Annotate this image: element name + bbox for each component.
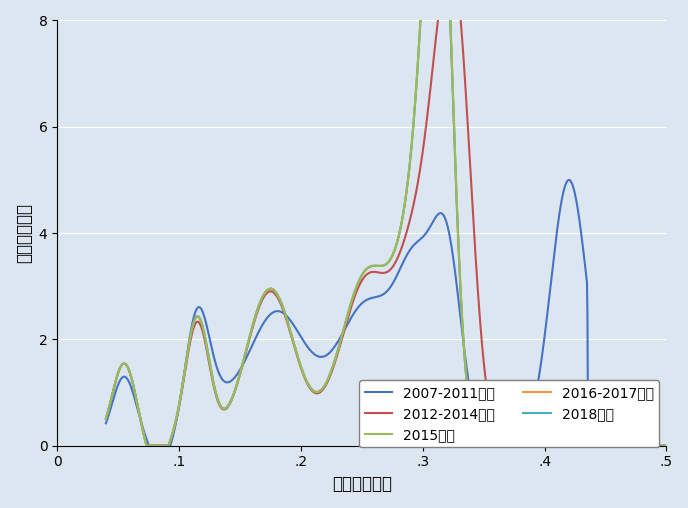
2015年度	[182, 362, 190, 368]
2016-2017年度	[406, 155, 414, 162]
Line: 2007-2011年度: 2007-2011年度	[106, 180, 667, 446]
2018年度	[474, 435, 482, 441]
2012-2014年度	[508, 442, 517, 449]
2012-2014年度	[663, 442, 671, 449]
2016-2017年度	[663, 442, 671, 449]
Line: 2015年度: 2015年度	[106, 0, 667, 446]
2007-2011年度	[534, 381, 542, 387]
2016-2017年度	[142, 442, 151, 449]
2016-2017年度	[474, 435, 482, 441]
2012-2014年度	[435, 9, 443, 15]
2015年度	[102, 416, 110, 422]
2012-2014年度	[128, 377, 136, 383]
2007-2011年度	[102, 420, 110, 426]
2018年度	[406, 155, 414, 162]
2015年度	[406, 155, 414, 161]
2018年度	[142, 442, 151, 449]
2015年度	[448, 56, 456, 62]
2015年度	[142, 442, 151, 449]
2015年度	[663, 442, 671, 449]
2007-2011年度	[145, 442, 153, 449]
2007-2011年度	[567, 178, 575, 184]
2016-2017年度	[126, 369, 134, 375]
2012-2014年度	[480, 363, 488, 369]
Line: 2016-2017年度: 2016-2017年度	[106, 0, 667, 446]
2018年度	[663, 442, 671, 449]
2007-2011年度	[663, 442, 671, 449]
2016-2017年度	[102, 416, 110, 422]
X-axis label: 平均実効税率: 平均実効税率	[332, 475, 391, 493]
2012-2014年度	[142, 442, 151, 449]
2018年度	[126, 369, 134, 375]
Line: 2012-2014年度: 2012-2014年度	[106, 0, 667, 446]
Line: 2018年度: 2018年度	[106, 0, 667, 446]
2012-2014年度	[189, 327, 197, 333]
2007-2011年度	[482, 438, 491, 444]
2007-2011年度	[202, 318, 210, 324]
2018年度	[102, 416, 110, 422]
2018年度	[182, 362, 190, 368]
2016-2017年度	[182, 362, 190, 368]
2007-2011年度	[500, 442, 508, 448]
Legend: 2007-2011年度, 2012-2014年度, 2015年度, 2016-2017年度, 2018年度: 2007-2011年度, 2012-2014年度, 2015年度, 2016-2…	[359, 380, 660, 447]
2007-2011年度	[565, 177, 573, 183]
2018年度	[448, 61, 456, 67]
2012-2014年度	[102, 416, 110, 422]
2015年度	[474, 435, 482, 441]
Y-axis label: カーネル密度: カーネル密度	[15, 203, 33, 263]
2007-2011年度	[131, 399, 140, 405]
2016-2017年度	[448, 59, 456, 66]
2015年度	[126, 369, 134, 375]
